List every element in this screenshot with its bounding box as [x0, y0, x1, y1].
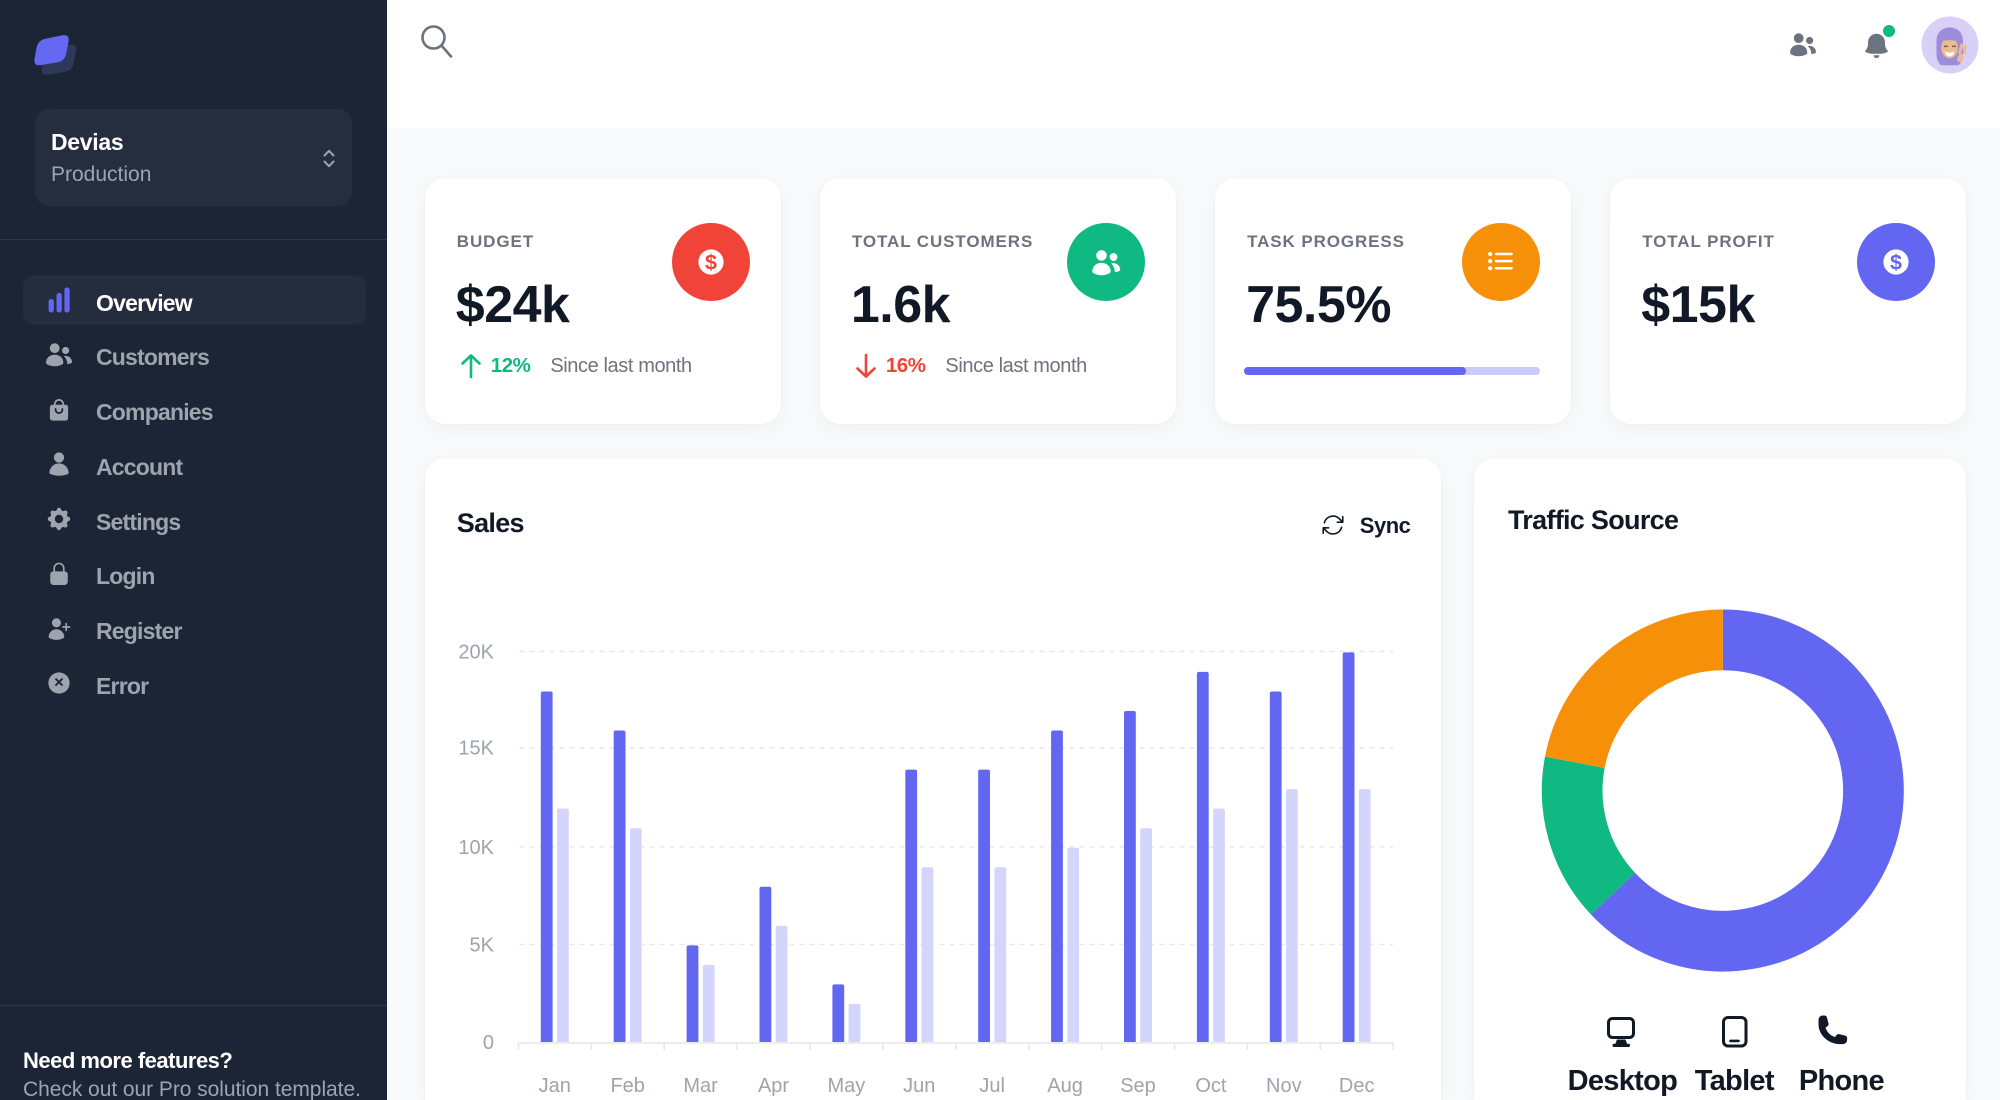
svg-text:10K: 10K: [458, 837, 494, 859]
svg-text:0: 0: [483, 1032, 494, 1054]
svg-text:Sep: Sep: [1120, 1075, 1156, 1097]
svg-text:Jul: Jul: [979, 1075, 1005, 1097]
svg-text:5K: 5K: [470, 935, 495, 957]
svg-text:Nov: Nov: [1266, 1075, 1302, 1097]
svg-text:Aug: Aug: [1047, 1075, 1083, 1097]
svg-text:May: May: [828, 1075, 866, 1097]
svg-text:Apr: Apr: [758, 1075, 789, 1097]
svg-text:20K: 20K: [458, 641, 494, 663]
svg-text:Dec: Dec: [1339, 1075, 1375, 1097]
svg-text:Oct: Oct: [1195, 1075, 1227, 1097]
svg-text:$: $: [705, 251, 717, 275]
svg-text:Jun: Jun: [903, 1075, 935, 1097]
svg-text:15K: 15K: [458, 738, 494, 760]
svg-text:Tablet: Tablet: [1695, 1065, 1775, 1097]
svg-text:Desktop: Desktop: [1568, 1065, 1678, 1097]
svg-text:Phone: Phone: [1799, 1065, 1885, 1097]
svg-text:Mar: Mar: [683, 1075, 718, 1097]
svg-text:$: $: [1890, 251, 1902, 275]
svg-text:Jan: Jan: [539, 1075, 571, 1097]
svg-text:Feb: Feb: [610, 1075, 644, 1097]
